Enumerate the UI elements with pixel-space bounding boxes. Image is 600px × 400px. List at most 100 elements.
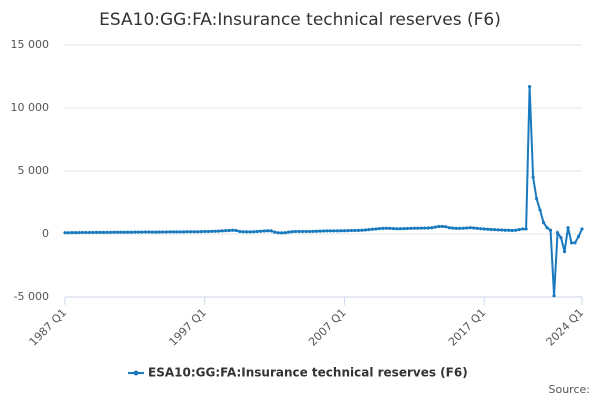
point [496,228,500,232]
point [87,230,92,235]
point [531,175,535,179]
point [569,241,574,245]
point [98,230,102,234]
point [73,231,78,235]
point [283,231,287,235]
x-tick-label: 1987 Q1 [27,306,70,349]
point [227,228,231,233]
point [573,241,577,245]
point [91,230,95,235]
point [77,231,81,235]
point [482,227,486,231]
point [342,229,347,233]
point [178,230,182,234]
point [203,229,207,234]
point [507,228,511,232]
point [440,224,444,229]
point [210,229,214,233]
point [105,230,109,234]
point [534,197,539,201]
point [517,227,521,232]
point [297,229,301,234]
point [444,225,448,229]
point [419,226,423,230]
point [307,229,312,234]
point [486,227,490,231]
point [412,226,416,230]
point [206,229,210,234]
point [521,227,525,231]
point [475,226,479,230]
point [63,231,67,235]
point [538,208,542,212]
y-tick-label: 10 000 [11,101,50,114]
point [447,226,451,230]
point [548,228,553,232]
point [465,226,469,230]
point [566,226,570,230]
point [367,227,371,232]
point [489,227,493,232]
point [290,230,294,234]
point [157,230,161,234]
point [339,229,343,233]
point [500,228,504,232]
point [122,230,126,234]
point [129,230,133,234]
x-tick-label: 2017 Q1 [446,306,489,349]
point [552,294,556,298]
point [234,228,238,233]
point [196,230,200,234]
point [175,230,179,234]
point [493,227,497,232]
y-tick-label: -5 000 [14,290,49,303]
point [293,229,298,234]
point [321,229,326,233]
point [224,228,228,233]
point [430,226,434,230]
point [168,230,172,234]
point [580,227,584,231]
point [318,229,322,233]
point [405,226,409,231]
point [112,230,116,234]
legend-label: ESA10:GG:FA:Insurance technical reserves… [148,366,468,380]
point [468,226,472,230]
point [266,229,270,233]
point [325,229,329,233]
point [101,230,106,234]
point [255,229,259,234]
point [269,229,273,233]
point [84,230,88,235]
point [423,226,427,230]
point [213,229,217,233]
point [161,230,165,234]
point [150,230,154,234]
point [391,226,395,231]
point [409,226,413,230]
point [189,230,193,234]
point [311,229,315,233]
point [185,230,189,234]
series-line [65,86,583,296]
point [279,231,284,235]
point [559,236,563,240]
x-tick-label: 2024 Q1 [544,306,587,349]
chart-title: ESA10:GG:FA:Insurance technical reserves… [99,10,501,30]
point [360,228,364,232]
point [286,230,291,234]
point [461,226,465,230]
point [437,224,441,229]
point [217,229,221,233]
point [374,227,378,231]
point [154,230,158,234]
point [147,230,151,234]
point [164,230,168,234]
point [349,228,354,233]
x-tick-label: 1997 Q1 [166,306,209,349]
legend-marker [133,370,139,376]
point [136,230,140,234]
point [524,227,528,231]
point [381,226,385,230]
